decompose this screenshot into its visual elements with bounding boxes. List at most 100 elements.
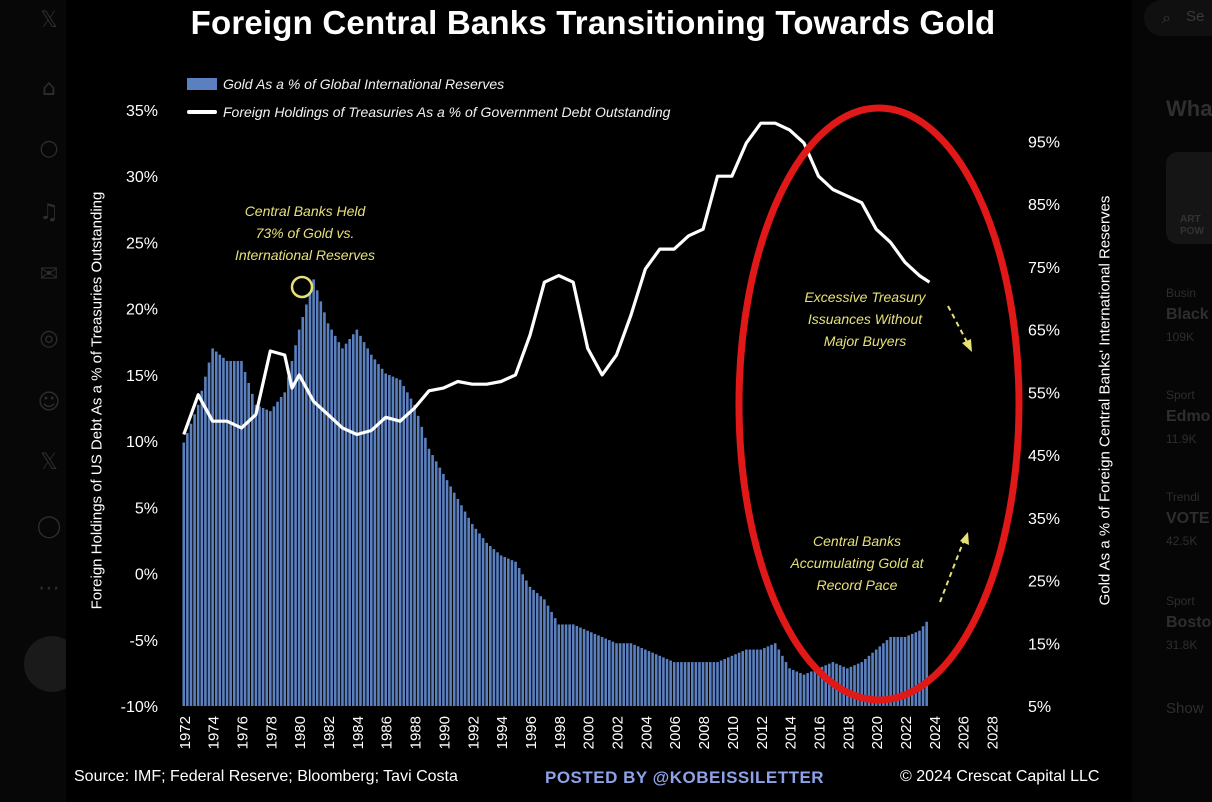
x-premium-icon[interactable]: 𝕏 — [40, 450, 58, 475]
home-icon[interactable]: ⌂ — [42, 76, 56, 101]
x-tick-label: 2002 — [610, 716, 627, 749]
gold-bar — [406, 392, 409, 706]
trend-item[interactable]: Sport Edmo 11.9K — [1166, 388, 1210, 446]
x-tick-label: 2016 — [812, 716, 829, 749]
communities-icon[interactable]: ☺ — [37, 390, 61, 415]
show-more-link[interactable]: Show — [1166, 700, 1204, 717]
gold-bar — [413, 404, 416, 706]
messages-icon[interactable]: ✉ — [39, 262, 59, 287]
gold-bar — [528, 586, 532, 706]
gold-bar — [824, 665, 827, 706]
gold-bar — [669, 660, 672, 706]
gold-bar — [344, 343, 348, 706]
notifications-icon[interactable]: ♫ — [39, 200, 59, 225]
gold-bar — [568, 624, 571, 706]
gold-bar — [463, 511, 467, 706]
gold-bar — [333, 335, 337, 706]
gold-bar — [698, 662, 701, 706]
right-tick-label: 65% — [1028, 323, 1060, 340]
profile-icon[interactable]: ◯ — [36, 514, 62, 539]
sidebar-thumbnail-text: ART POW — [1180, 214, 1204, 237]
gold-bar — [409, 398, 413, 706]
gold-bar — [813, 669, 817, 706]
x-tick-label: 2028 — [985, 716, 1002, 749]
gold-bar — [626, 643, 629, 706]
x-tick-label: 1986 — [379, 716, 396, 749]
right-tick-label: 5% — [1028, 699, 1051, 716]
trend-name: Bosto — [1166, 614, 1212, 631]
gold-bar — [222, 357, 225, 706]
right-sidebar — [1132, 0, 1212, 802]
left-axis-ticks: -10% -5% 0% 5% 10% 15% 20% 25% 30% 35% — [121, 103, 158, 716]
gold-bar — [290, 360, 294, 706]
more-icon[interactable]: ⋯ — [38, 576, 60, 601]
search-icon[interactable]: ○ — [39, 136, 59, 161]
gold-bar — [618, 643, 622, 706]
trend-count: 31.8K — [1166, 638, 1198, 652]
trend-item[interactable]: Trendi VOTE 42.5K — [1166, 490, 1210, 548]
search-input[interactable] — [1144, 0, 1212, 36]
legend-label: Foreign Holdings of Treasuries As a % of… — [223, 104, 671, 120]
annotation-line: 73% of Gold vs. — [255, 225, 355, 241]
x-logo-icon[interactable]: 𝕏 — [40, 8, 58, 33]
right-tick-label: 15% — [1028, 636, 1060, 653]
gold-bar — [204, 376, 207, 706]
arrow-down-icon — [947, 305, 972, 352]
right-tick-label: 45% — [1028, 448, 1060, 465]
left-tick-label: 35% — [126, 103, 158, 120]
gold-bar — [398, 379, 402, 706]
x-tick-label: 2012 — [754, 716, 771, 749]
gold-bar — [535, 593, 539, 706]
x-tick-label: 1972 — [177, 716, 194, 749]
gold-bar — [903, 636, 907, 706]
gold-bar — [384, 373, 388, 706]
gold-bar — [781, 655, 784, 706]
grok-icon[interactable]: ◎ — [39, 326, 59, 351]
trend-name: Edmo — [1166, 408, 1211, 425]
gold-bar — [254, 404, 258, 706]
gold-bar — [492, 549, 496, 706]
gold-bar — [719, 660, 723, 706]
gold-bar — [355, 329, 359, 706]
gold-bar — [341, 348, 344, 706]
gold-bar — [777, 649, 781, 706]
legend-item-treasuries: Foreign Holdings of Treasuries As a % of… — [187, 104, 670, 120]
gold-bar — [716, 662, 719, 706]
x-tick-label: 1992 — [465, 716, 482, 749]
trend-item[interactable]: Busin Black 109K — [1166, 286, 1209, 344]
search-placeholder: Se — [1186, 8, 1205, 25]
gold-bar — [474, 528, 478, 706]
gold-bar — [925, 621, 928, 706]
gold-bar — [236, 360, 240, 706]
gold-bar — [849, 666, 853, 706]
left-tick-label: 20% — [126, 302, 158, 319]
x-tick-label: 1980 — [292, 716, 309, 749]
gold-bar — [525, 580, 528, 706]
gold-bar — [445, 480, 449, 706]
gold-bar — [388, 375, 391, 706]
gold-bar — [496, 552, 499, 706]
gold-bar — [207, 362, 211, 706]
gold-bar — [672, 662, 676, 706]
gold-bar — [305, 304, 308, 706]
sidebar-search-icon: ⌕ — [1162, 8, 1171, 27]
gold-bar — [283, 392, 287, 706]
right-tick-label: 95% — [1028, 134, 1060, 151]
trend-item[interactable]: Sport Bosto 31.8K — [1166, 594, 1211, 652]
gold-bar — [727, 657, 730, 706]
gold-bar — [196, 404, 200, 706]
gold-bar — [763, 647, 766, 706]
gold-bar — [680, 662, 683, 706]
gold-bar — [193, 414, 196, 706]
gold-bar — [896, 636, 900, 706]
gold-bar — [218, 354, 222, 706]
gold-bar — [723, 658, 727, 706]
trend-count: 42.5K — [1166, 534, 1198, 548]
gold-bar — [564, 624, 568, 706]
sidebar-thumbnail[interactable] — [1166, 152, 1212, 244]
gold-bar — [330, 329, 333, 706]
x-tick-label: 2010 — [725, 716, 742, 749]
x-tick-label: 1996 — [523, 716, 540, 749]
gold-bar — [701, 662, 705, 706]
gold-bar — [636, 646, 640, 706]
